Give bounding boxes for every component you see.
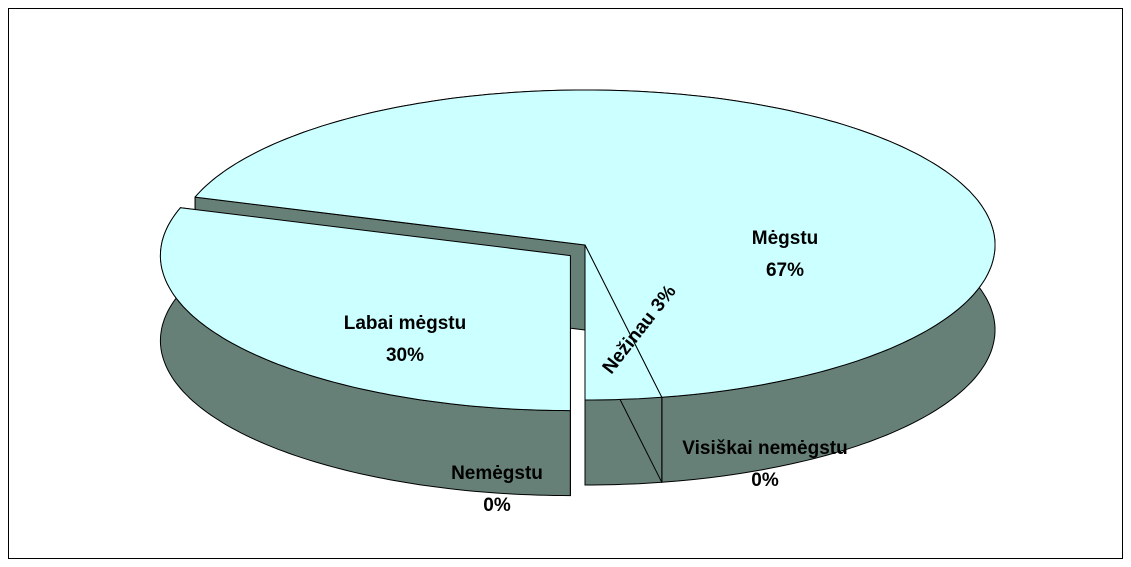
category-label: Labai mėgstu xyxy=(344,313,466,334)
slice xyxy=(194,89,996,398)
value-label: 30% xyxy=(386,345,424,366)
slice xyxy=(584,244,663,401)
value-label: 0% xyxy=(751,470,779,491)
category-label: Nemėgstu xyxy=(451,463,543,484)
category-label: Visiškai nemėgstu xyxy=(682,438,847,459)
value-label: 0% xyxy=(483,495,511,516)
slice xyxy=(159,207,571,412)
pie-tops xyxy=(159,89,996,412)
value-label: 67% xyxy=(766,260,804,281)
category-label: Mėgstu xyxy=(752,228,819,249)
